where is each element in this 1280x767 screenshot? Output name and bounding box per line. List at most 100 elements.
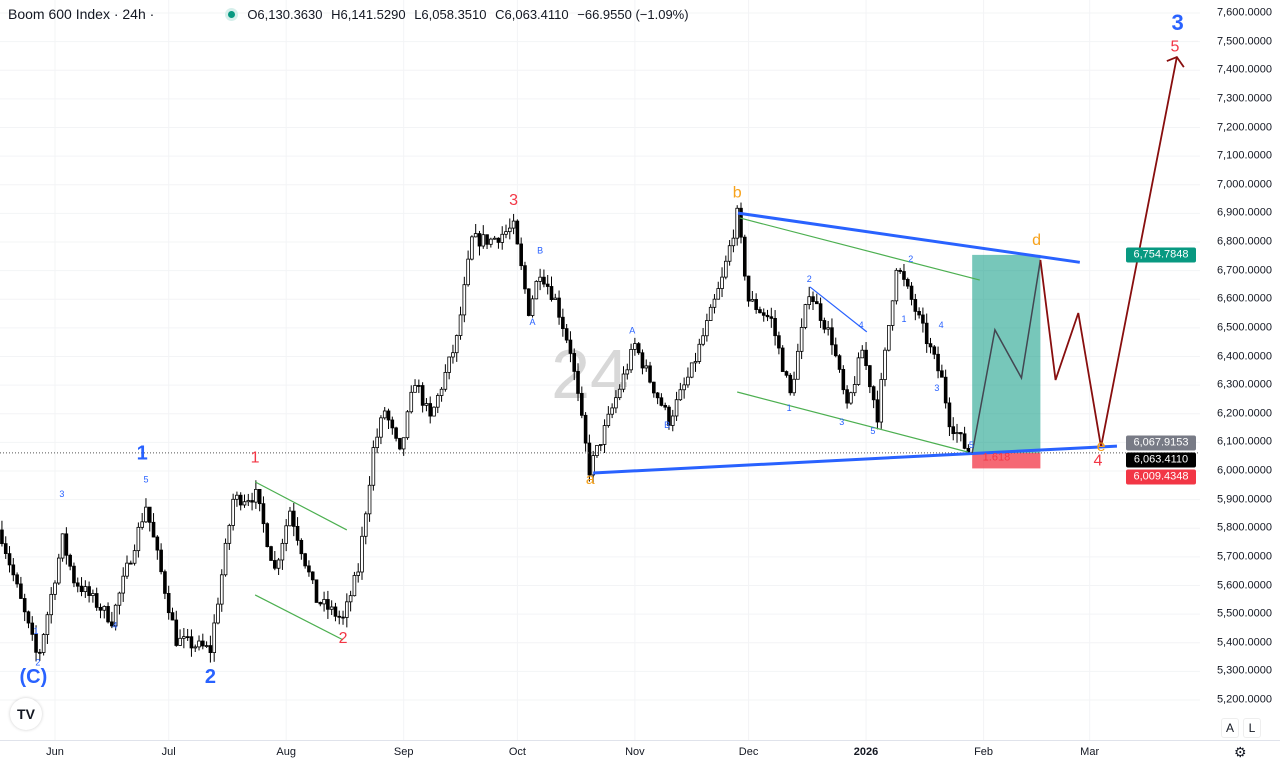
candle-body [871, 386, 876, 401]
candle-body [614, 397, 618, 409]
candle [113, 603, 118, 631]
candle [121, 567, 126, 602]
ohlc-values: O6,130.3630 H6,141.5290 L6,058.3510 C6,0… [247, 7, 693, 22]
candle [724, 255, 728, 280]
candle-body [280, 542, 285, 561]
wave-label: b [733, 185, 742, 202]
candle [712, 294, 717, 314]
candle-body [288, 510, 292, 527]
candle-body [94, 593, 99, 608]
candle-body [15, 574, 19, 585]
candle [788, 373, 793, 396]
candle [799, 318, 804, 360]
candle [864, 342, 868, 370]
candle [178, 629, 182, 646]
candle-body [439, 388, 444, 396]
log-scale-button[interactable]: L [1243, 718, 1261, 738]
candle-body [458, 314, 463, 336]
candle-body [394, 427, 398, 439]
candle [7, 546, 12, 573]
candle-body [803, 304, 808, 328]
candle [481, 225, 486, 249]
candle [38, 648, 42, 661]
candle-body [799, 327, 804, 352]
wave-label: 2 [35, 658, 40, 668]
candle [49, 587, 54, 624]
candle-body [705, 320, 709, 337]
candle [223, 538, 228, 577]
candle-body [921, 314, 925, 324]
candle-body [905, 279, 910, 287]
gear-icon[interactable]: ⚙ [1234, 744, 1247, 760]
candle [826, 320, 830, 336]
candle-body [371, 447, 376, 486]
candle [636, 341, 641, 355]
candle-body [341, 616, 345, 619]
candle-body [110, 621, 114, 627]
wave-label: A [629, 326, 635, 336]
candle-body [473, 233, 478, 238]
candle-body [144, 506, 148, 523]
candle [238, 492, 243, 511]
candle [87, 581, 91, 603]
price-tick-label: 6,000.0000 [1216, 464, 1272, 477]
candle [299, 538, 304, 560]
price-tick-label: 5,900.0000 [1216, 493, 1272, 506]
candle [860, 345, 865, 359]
candle-body [72, 565, 76, 584]
candle [947, 397, 952, 437]
candle-body [38, 651, 42, 654]
upper-blue-trendline [737, 211, 1081, 264]
symbol-title[interactable]: Boom 600 Index · 24h · [8, 6, 155, 22]
candle-body [496, 237, 501, 243]
candle-body [583, 414, 588, 444]
candle-body [151, 521, 156, 538]
candle-body [356, 571, 360, 576]
candle-body [212, 622, 216, 654]
candle [231, 493, 235, 531]
candle [485, 234, 489, 250]
candle [295, 517, 300, 546]
candle-body [928, 343, 933, 348]
candle [697, 338, 702, 364]
auto-scale-button[interactable]: A [1221, 718, 1239, 738]
candle-body [670, 415, 675, 426]
candle [11, 558, 16, 582]
candle [538, 268, 542, 291]
candle [439, 387, 444, 402]
candle [871, 385, 876, 409]
candle [466, 250, 470, 287]
candle-body [716, 288, 721, 300]
wave-label: B [537, 245, 543, 255]
candle [610, 403, 614, 419]
candle-body [254, 488, 258, 503]
wave-label: 3 [59, 489, 64, 499]
candle [424, 398, 429, 412]
candle-body [663, 404, 667, 408]
candle-body [45, 614, 50, 635]
tradingview-logo[interactable]: TV [10, 698, 42, 730]
candle-body [606, 413, 611, 427]
candle-body [898, 269, 902, 272]
candle [26, 610, 31, 629]
candle [526, 288, 531, 317]
candle [314, 579, 319, 603]
candle-body [534, 281, 539, 300]
candle [890, 300, 895, 331]
candle-body [64, 533, 69, 556]
candle [208, 635, 213, 663]
candle [667, 405, 671, 430]
candle-body [796, 350, 800, 380]
candle-body [504, 231, 508, 235]
candle-body [182, 636, 186, 639]
candle [746, 275, 751, 307]
candle [761, 308, 766, 322]
wave-label: 5 [870, 426, 875, 436]
candle [322, 591, 326, 612]
candle-body [538, 276, 542, 282]
candle-body [128, 562, 133, 565]
candle [750, 291, 755, 302]
candle-body [754, 299, 758, 310]
candle [227, 523, 232, 550]
